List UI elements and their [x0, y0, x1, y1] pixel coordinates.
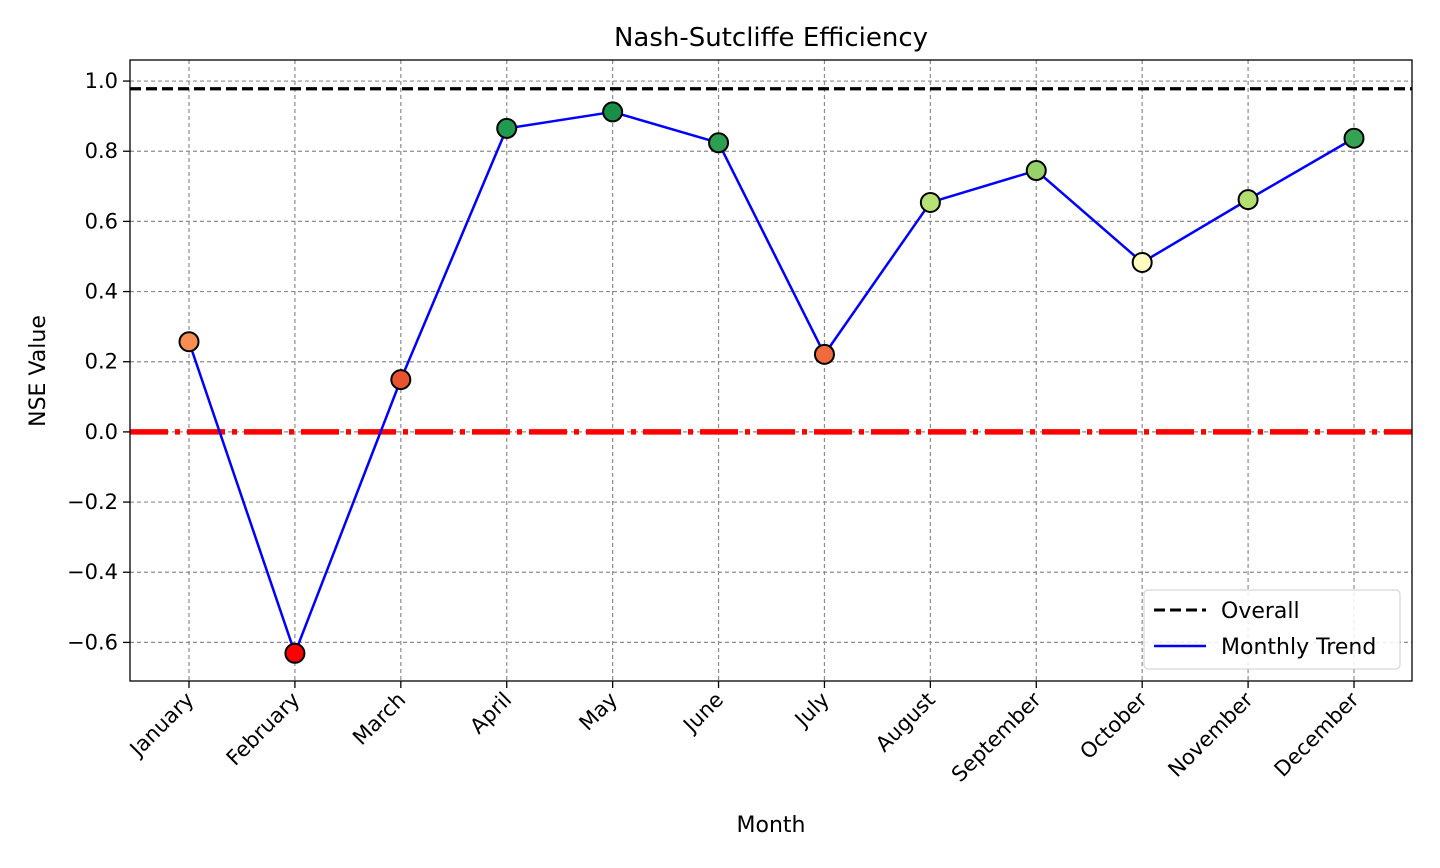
y-tick-label: 1.0 — [85, 69, 118, 93]
data-point-june — [708, 132, 730, 154]
x-axis-label: Month — [737, 813, 806, 838]
y-tick-label: 0.2 — [85, 350, 118, 374]
data-point-may — [602, 101, 624, 123]
y-tick-label: 0.4 — [85, 280, 118, 304]
reference-lines — [130, 87, 1412, 435]
legend-box — [1143, 589, 1401, 670]
legend-overall-label: Overall — [1221, 599, 1300, 624]
y-tick-label: −0.2 — [67, 490, 118, 514]
data-point-january — [178, 331, 200, 353]
data-point-november — [1237, 189, 1259, 211]
data-point-august — [919, 191, 941, 213]
data-point-april — [496, 117, 518, 139]
chart-title: Nash-Sutcliffe Efficiency — [614, 23, 928, 53]
data-point-october — [1131, 251, 1153, 273]
y-axis-label: NSE Value — [26, 315, 51, 427]
legend: Overall Monthly Trend — [1143, 589, 1401, 670]
legend-monthly-trend-label: Monthly Trend — [1221, 635, 1376, 660]
data-point-december — [1343, 127, 1365, 149]
y-tick-label: −0.6 — [67, 630, 118, 654]
y-tick-label: −0.4 — [67, 560, 118, 584]
y-tick-label: 0.6 — [85, 209, 118, 233]
series-layer — [178, 101, 1365, 664]
data-point-march — [390, 369, 412, 391]
data-point-february — [284, 642, 306, 664]
y-axis: −0.6 −0.4 −0.2 0.0 0.2 0.4 0.6 0.8 1.0 — [67, 69, 130, 654]
data-point-september — [1025, 160, 1047, 182]
plot-frame — [129, 59, 1413, 682]
monthly-trend-line — [187, 110, 1355, 655]
y-tick-label: 0.0 — [85, 420, 118, 444]
data-point-july — [813, 343, 835, 365]
y-tick-label: 0.8 — [85, 139, 118, 163]
